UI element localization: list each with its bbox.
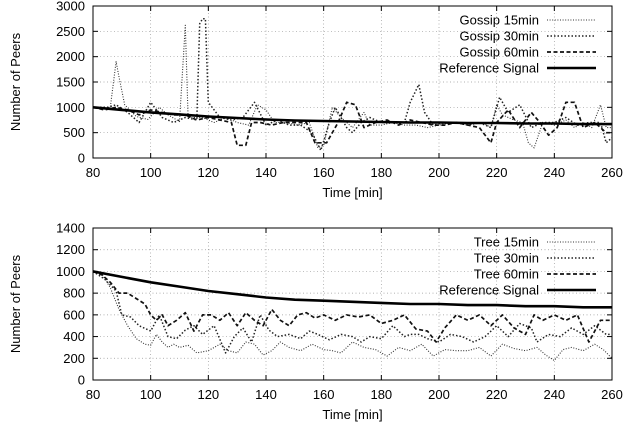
chart-2-y-tick-label: 600 xyxy=(63,307,85,322)
chart-2-x-tick-label: 120 xyxy=(197,387,219,402)
chart-1-series-gossip-60min xyxy=(93,101,612,147)
chart-2-x-tick-label: 80 xyxy=(86,387,100,402)
chart-2-y-tick-label: 800 xyxy=(63,286,85,301)
chart-1-x-tick-label: 100 xyxy=(140,165,162,180)
chart-1-x-tick-label: 240 xyxy=(543,165,565,180)
chart-1-y-tick-label: 1000 xyxy=(56,100,85,115)
chart-2-series-tree-60min xyxy=(93,270,612,343)
chart-2-x-tick-label: 180 xyxy=(370,387,392,402)
chart-2-y-tick-label: 1000 xyxy=(56,264,85,279)
chart-2-x-tick-label: 200 xyxy=(428,387,450,402)
chart-1-x-tick-label: 160 xyxy=(313,165,335,180)
chart-1-legend-label-reference-signal: Reference Signal xyxy=(439,61,539,76)
chart-1-x-tick-label: 260 xyxy=(601,165,623,180)
chart-1-x-axis-label: Time [min] xyxy=(322,185,382,200)
chart-1-y-tick-label: 500 xyxy=(63,125,85,140)
chart-1-y-axis-label: Number of Peers xyxy=(8,32,23,131)
chart-2-legend-label-tree-15min: Tree 15min xyxy=(474,235,539,250)
chart-1-plot-frame xyxy=(92,5,613,159)
chart-1-y-tick-label: 3000 xyxy=(56,0,85,14)
chart-2-y-axis-label: Number of Peers xyxy=(8,254,23,353)
chart-2-x-tick-label: 140 xyxy=(255,387,277,402)
chart-1-x-tick-label: 80 xyxy=(86,165,100,180)
chart-2-x-tick-label: 220 xyxy=(486,387,508,402)
chart-1: 80 100 120 140 160 180 200 220 240 260 0 500 1000 150… xyxy=(8,0,623,200)
chart-2-legend-label-reference-signal: Reference Signal xyxy=(439,283,539,298)
chart-2-legend-label-tree-30min: Tree 30min xyxy=(474,251,539,266)
chart-1-x-tick-label: 220 xyxy=(486,165,508,180)
chart-2: 80 100 120 140 160 180 200 220 240 260 0 200 400 600 8… xyxy=(8,221,623,423)
chart-2-y-tick-label: 1200 xyxy=(56,242,85,257)
chart-2-x-axis-label: Time [min] xyxy=(322,407,382,422)
chart-2-series-group xyxy=(93,270,612,362)
chart-2-plot-frame xyxy=(92,227,613,381)
chart-2-series-reference-signal xyxy=(93,270,612,309)
chart-1-y-tick-label: 2000 xyxy=(56,49,85,64)
chart-2-x-tick-label: 100 xyxy=(140,387,162,402)
chart-1-series-reference-signal xyxy=(93,106,612,126)
chart-1-y-tick-label: 0 xyxy=(78,151,85,166)
chart-1-x-tick-label: 140 xyxy=(255,165,277,180)
chart-1-x-tick-label: 120 xyxy=(197,165,219,180)
chart-1-y-tick-label: 2500 xyxy=(56,24,85,39)
chart-2-y-tick-label: 0 xyxy=(78,373,85,388)
chart-1-legend-label-gossip-60min: Gossip 60min xyxy=(460,45,539,60)
chart-2-x-tick-label: 260 xyxy=(601,387,623,402)
chart-1-legend-label-gossip-15min: Gossip 15min xyxy=(460,13,539,28)
chart-2-y-tick-label: 200 xyxy=(63,351,85,366)
chart-2-x-tick-label: 240 xyxy=(543,387,565,402)
chart-2-y-tick-label: 1400 xyxy=(56,221,85,236)
chart-2-series-tree-30min xyxy=(93,270,612,354)
chart-2-x-tick-label: 160 xyxy=(313,387,335,402)
chart-1-x-tick-label: 200 xyxy=(428,165,450,180)
chart-1-legend-label-gossip-30min: Gossip 30min xyxy=(460,29,539,44)
chart-2-y-tick-label: 400 xyxy=(63,329,85,344)
chart-1-series-group xyxy=(93,17,612,152)
chart-1-x-tick-label: 180 xyxy=(370,165,392,180)
chart-2-legend-label-tree-60min: Tree 60min xyxy=(474,267,539,282)
chart-1-y-tick-label: 1500 xyxy=(56,75,85,90)
